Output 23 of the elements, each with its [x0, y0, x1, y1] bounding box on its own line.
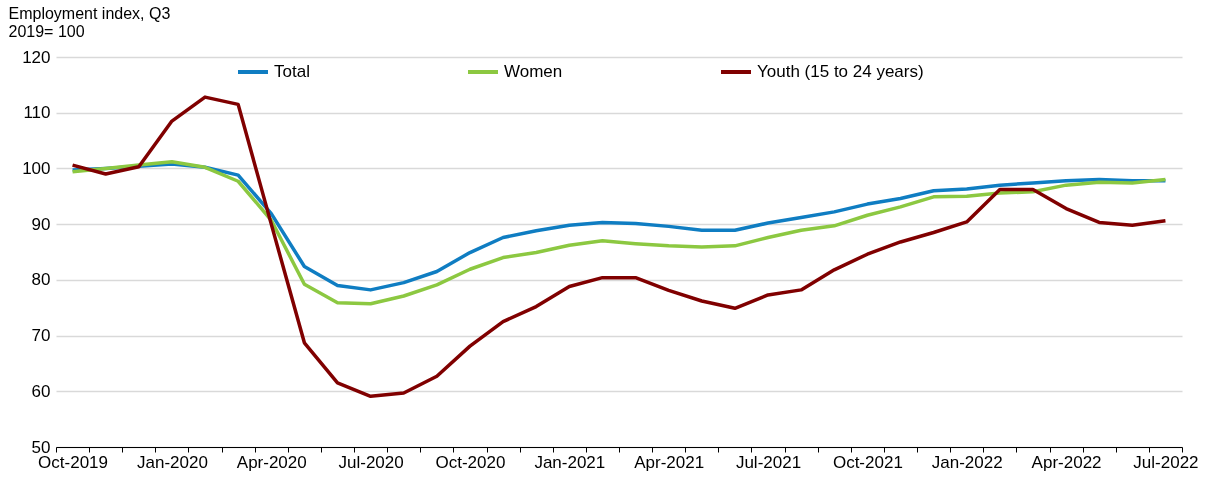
legend-label: Women: [504, 62, 563, 81]
x-tick-label: Apr-2020: [236, 452, 307, 472]
x-tick-label: Jul-2020: [338, 452, 404, 472]
legend-label: Total: [274, 62, 310, 81]
x-tick-label: Oct-2020: [435, 452, 506, 472]
x-tick-label: Jul-2022: [1133, 452, 1199, 472]
x-tick-label: Jan-2020: [136, 452, 208, 472]
x-tick-label: Jan-2021: [534, 452, 606, 472]
legend-label: Youth (15 to 24 years): [757, 62, 924, 81]
x-tick-label: Oct-2021: [832, 452, 903, 472]
y-tick-label: 110: [23, 103, 51, 123]
y-axis-title: Employment index, Q3 2019= 100: [8, 4, 171, 40]
y-tick-label: 100: [22, 158, 51, 178]
y-tick-label: 90: [31, 214, 51, 234]
y-tick-label: 70: [31, 326, 51, 346]
x-tick-label: Apr-2022: [1031, 452, 1102, 472]
y-tick-label: 120: [22, 47, 51, 67]
x-tick-label: Jul-2021: [735, 452, 802, 472]
line-series: [70, 95, 1168, 399]
y-tick-label: 80: [31, 270, 51, 290]
x-tick-label: Apr-2021: [634, 452, 705, 472]
x-tick-label: Jan-2022: [931, 452, 1003, 472]
y-tick-label: 60: [31, 381, 51, 401]
